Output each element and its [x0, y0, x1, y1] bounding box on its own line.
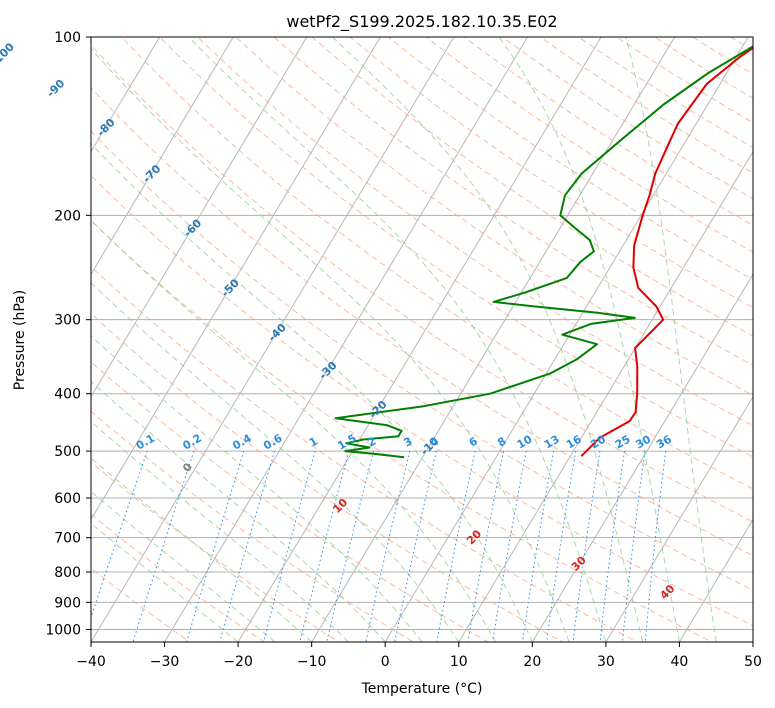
- mixing-ratio-line: [492, 451, 527, 642]
- mixing-ratio-line: [436, 450, 476, 642]
- mixing-ratio-line: [326, 450, 375, 642]
- dry-adiabat: [159, 37, 753, 458]
- mixing-ratio-line: [299, 450, 350, 642]
- moist-adiabat: [91, 282, 460, 642]
- dry-adiabat: [91, 130, 753, 591]
- moist-adiabat: [91, 421, 349, 642]
- x-tick-label: −10: [297, 654, 327, 670]
- isotherm-line: [91, 37, 161, 153]
- isotherm-line: [91, 37, 308, 398]
- y-tick-label: 400: [54, 387, 81, 403]
- y-tick-label: 600: [54, 491, 81, 507]
- dry-adiabat: [91, 513, 266, 642]
- isotherm-line: [311, 37, 676, 642]
- isotherm-line: [605, 395, 753, 642]
- moist-adiabat: [91, 143, 533, 642]
- dry-adiabat: [91, 265, 639, 642]
- dry-adiabat: [539, 37, 753, 174]
- moist-adiabat: [91, 457, 313, 642]
- x-tick-label: −20: [223, 654, 253, 670]
- moist-adiabat: [91, 219, 497, 642]
- dry-adiabat: [577, 37, 753, 149]
- y-tick-label: 700: [54, 531, 81, 547]
- moist-adiabat: [188, 37, 607, 642]
- x-tick-label: 10: [450, 654, 468, 670]
- isotherm-line: [91, 37, 382, 521]
- dry-adiabat: [91, 361, 490, 642]
- y-tick-label: 100: [54, 30, 81, 46]
- moist-adiabat: [498, 37, 680, 642]
- isotherm-line: [458, 150, 753, 642]
- moist-adiabat: [331, 37, 644, 642]
- isotherm-line: [678, 518, 753, 642]
- dry-adiabat: [91, 174, 753, 627]
- dry-adiabat: [91, 87, 753, 557]
- dry-adiabat: [91, 312, 564, 642]
- mixing-ratio-line: [365, 450, 411, 642]
- moist-adiabat: [625, 37, 717, 642]
- dry-adiabat: [463, 37, 753, 226]
- chart-title: wetPf2_S199.2025.182.10.35.E02: [286, 12, 557, 32]
- x-tick-label: 50: [744, 654, 762, 670]
- dry-adiabat: [349, 37, 753, 309]
- x-tick-label: 30: [597, 654, 615, 670]
- y-tick-label: 500: [54, 444, 81, 460]
- reference-lines: [91, 37, 753, 642]
- dry-adiabat: [273, 37, 753, 366]
- axes: −40 −30 −20 −10 0 10 20 30 40 50 100 200 300 400 500 60…: [45, 30, 762, 670]
- moist-adiabat: [91, 47, 570, 642]
- x-tick-label: 20: [523, 654, 541, 670]
- y-tick-label: 300: [54, 313, 81, 329]
- dry-adiabat: [387, 37, 753, 281]
- moist-adiabat: [91, 380, 386, 642]
- isotherm-line: [531, 273, 753, 642]
- dry-adiabat: [91, 410, 415, 642]
- isotherm-line: [91, 37, 455, 642]
- x-axis-label: Temperature (°C): [361, 681, 483, 697]
- mixing-ratio-line: [394, 450, 437, 642]
- mixing-ratio-line: [521, 451, 555, 642]
- y-tick-label: 900: [54, 595, 81, 611]
- mixing-ratio-line: [219, 450, 276, 642]
- plot-frame: [90, 36, 754, 643]
- isotherm-line: [237, 37, 602, 642]
- background-grid: [91, 37, 753, 642]
- isotherm-line: [91, 37, 234, 276]
- mixing-ratio-line: [546, 451, 577, 642]
- y-tick-label: 800: [54, 565, 81, 581]
- dewpoint-profile: [334, 45, 753, 459]
- dry-adiabat: [91, 461, 340, 642]
- dry-adiabat: [91, 219, 713, 642]
- isotherm-line: [163, 37, 529, 642]
- x-tick-label: −40: [76, 654, 106, 670]
- mixing-ratio-line: [186, 450, 245, 642]
- mixing-ratio-line: [467, 451, 505, 642]
- dry-adiabat: [121, 37, 753, 490]
- temperature-profile: [580, 46, 753, 457]
- dry-adiabat: [91, 44, 753, 523]
- dry-adiabat: [311, 37, 753, 337]
- moist-adiabat: [91, 335, 423, 642]
- x-tick-label: −30: [150, 654, 180, 670]
- x-tick-label: 40: [671, 654, 689, 670]
- y-tick-label: 1000: [45, 622, 81, 638]
- y-tick-label: 200: [54, 208, 81, 224]
- x-tick-label: 0: [381, 654, 390, 670]
- dry-adiabat: [235, 37, 753, 396]
- profiles: [334, 45, 753, 459]
- y-axis-label: Pressure (hPa): [12, 290, 28, 390]
